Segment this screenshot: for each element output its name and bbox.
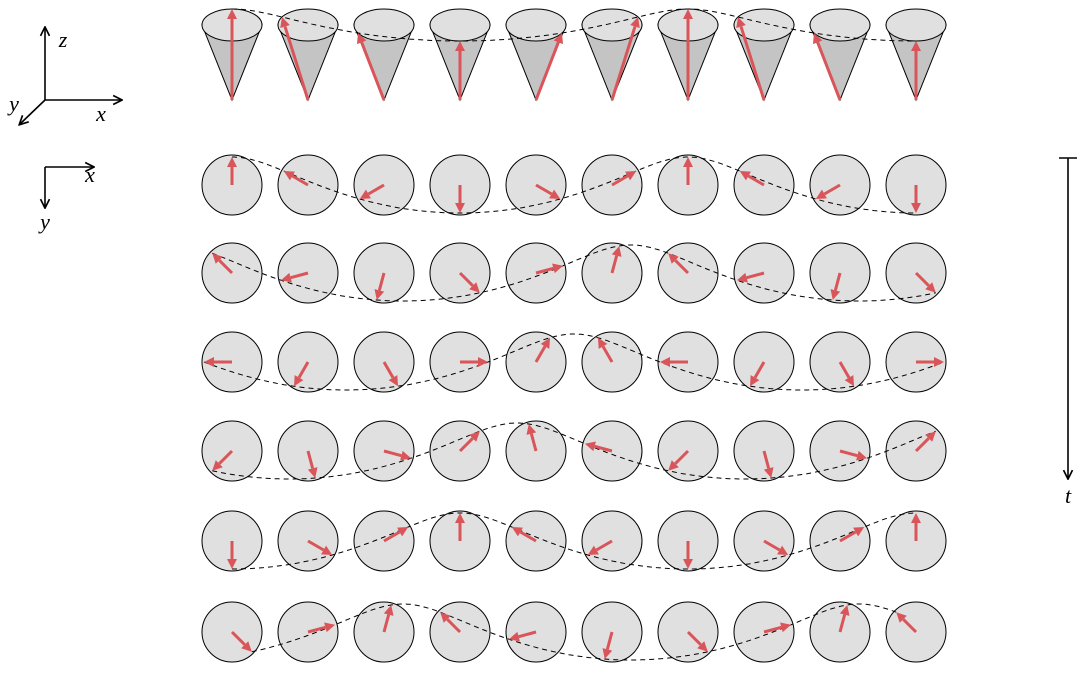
wave-line bbox=[252, 604, 896, 660]
time-axis bbox=[1059, 158, 1077, 478]
x-label: x bbox=[95, 101, 106, 126]
spins bbox=[202, 9, 946, 662]
z-label: z bbox=[58, 27, 68, 52]
time-label: t bbox=[1065, 483, 1072, 508]
cone-top bbox=[886, 9, 946, 41]
y-axis bbox=[20, 100, 45, 124]
y-label: y bbox=[38, 209, 50, 234]
x-label: x bbox=[84, 162, 95, 187]
spin-wave-diagram: z x y x y t bbox=[0, 0, 1079, 673]
cone-top bbox=[430, 9, 490, 41]
y-label: y bbox=[7, 91, 19, 116]
